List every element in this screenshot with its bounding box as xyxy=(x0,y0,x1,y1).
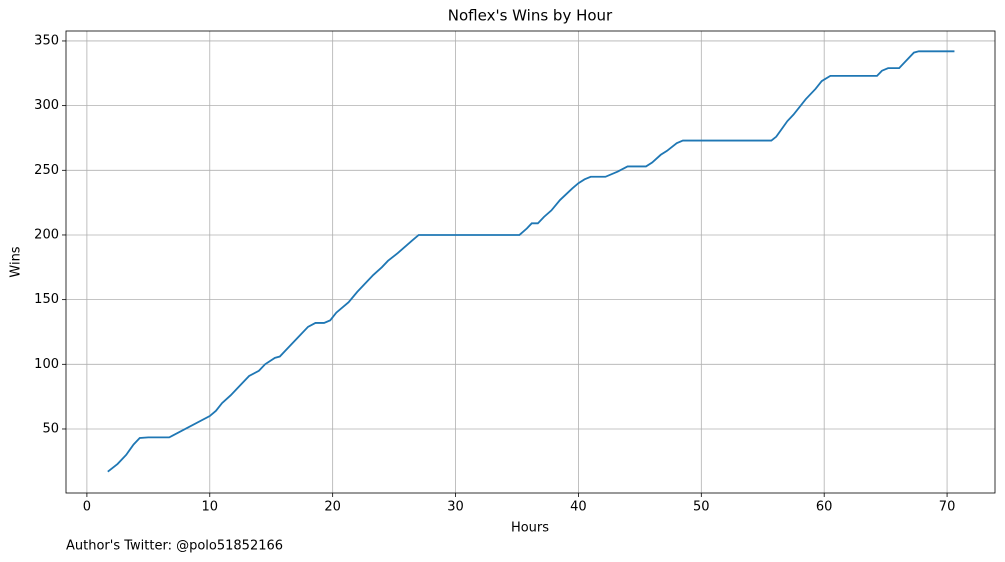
x-tick-label: 40 xyxy=(570,500,587,515)
y-tick-label: 200 xyxy=(34,227,59,242)
x-tick-label: 60 xyxy=(816,500,833,515)
x-tick-label: 70 xyxy=(939,500,956,515)
y-tick-label: 250 xyxy=(34,163,59,178)
plot-frame xyxy=(65,30,996,494)
y-tick-label: 100 xyxy=(34,357,59,372)
x-axis-label: Hours xyxy=(511,521,549,536)
data-line xyxy=(107,50,955,473)
x-tick-label: 20 xyxy=(324,500,341,515)
y-tick-label: 350 xyxy=(34,33,59,48)
y-tick-label: 300 xyxy=(34,98,59,113)
chart-title: Noflex's Wins by Hour xyxy=(448,7,613,25)
y-axis-label: Wins xyxy=(9,246,24,277)
annotation: Author's Twitter: @polo51852166 xyxy=(66,539,283,554)
x-tick-label: 0 xyxy=(83,500,91,515)
y-tick-label: 50 xyxy=(42,421,59,436)
x-tick-label: 10 xyxy=(202,500,219,515)
x-tick-label: 30 xyxy=(447,500,464,515)
y-tick-label: 150 xyxy=(34,292,59,307)
x-tick-label: 50 xyxy=(693,500,710,515)
